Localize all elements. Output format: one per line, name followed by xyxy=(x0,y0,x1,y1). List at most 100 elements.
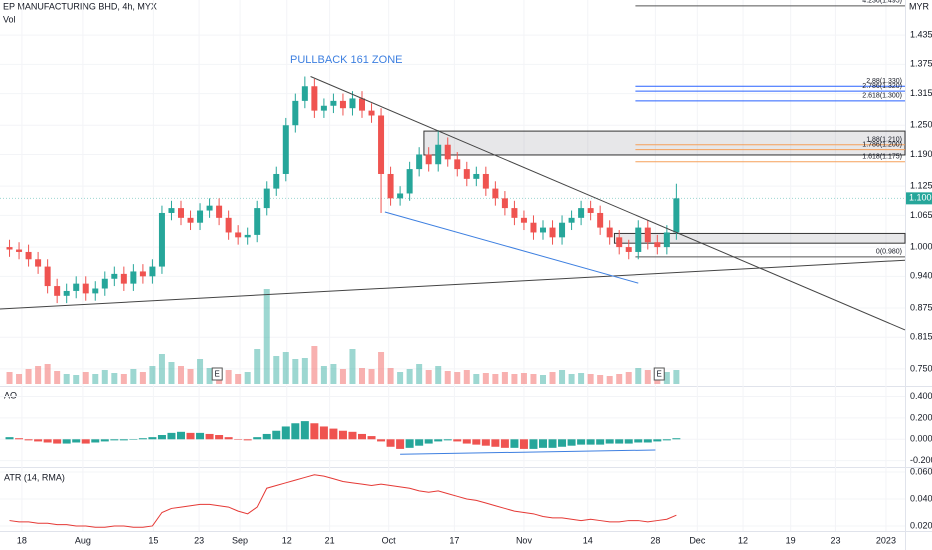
ao-bar xyxy=(481,439,490,446)
volume-bar xyxy=(187,369,194,384)
fib-label: 1.618(1.175) xyxy=(862,154,902,161)
volume-bar xyxy=(63,374,70,384)
ao-bar xyxy=(596,439,605,445)
candle-body xyxy=(387,173,394,199)
volume-bar xyxy=(549,372,556,384)
currency: MYR xyxy=(909,1,930,11)
ao-bar xyxy=(310,423,319,440)
ao-bar xyxy=(491,439,500,447)
candle-body xyxy=(578,208,585,218)
volume-bar xyxy=(6,372,13,384)
candle-body xyxy=(216,205,223,218)
volume-bar xyxy=(44,364,51,384)
candle-body xyxy=(501,198,508,209)
annotation: PULLBACK 161 ZONE xyxy=(290,54,403,66)
y-tick-label: 1.435 xyxy=(910,29,932,39)
candle-body xyxy=(168,208,175,213)
ao-bar xyxy=(634,439,643,443)
last-price-label: 1.100 xyxy=(909,193,932,203)
ao-title: AO xyxy=(4,390,17,400)
ao-bar xyxy=(672,438,681,440)
candle-body xyxy=(225,217,232,233)
ao-bar xyxy=(415,439,424,446)
volume-bar xyxy=(73,375,80,384)
volume-bar xyxy=(92,374,99,384)
ao-bar xyxy=(405,439,414,448)
volume-bar xyxy=(511,374,518,384)
candle-body xyxy=(463,169,470,179)
y-tick-label: 0.815 xyxy=(910,332,932,342)
candle-body xyxy=(320,105,327,111)
candle-body xyxy=(663,232,670,248)
candle-body xyxy=(111,273,118,279)
x-tick-label: 15 xyxy=(148,535,158,545)
ao-bar xyxy=(434,439,443,442)
y-tick-label: 1.190 xyxy=(910,149,932,159)
ao-bar xyxy=(510,439,519,448)
volume-bar xyxy=(501,372,508,384)
y-tick-label: 0.020 xyxy=(910,520,932,530)
ao-bar xyxy=(100,439,109,442)
event-marker xyxy=(653,367,665,381)
candle-body xyxy=(16,249,23,252)
candle-body xyxy=(139,271,146,277)
event-label: E xyxy=(657,370,662,379)
candle-body xyxy=(25,251,32,260)
ao-bar xyxy=(215,435,224,440)
volume-bar xyxy=(425,370,432,384)
volume-bar xyxy=(282,352,289,384)
candle-body xyxy=(197,210,204,223)
volume-bar xyxy=(54,371,61,384)
volume-bar xyxy=(120,374,127,384)
fib-label: 1.88(1.210) xyxy=(866,137,902,144)
event-label: E xyxy=(215,370,220,379)
candle-body xyxy=(263,188,270,209)
candle-body xyxy=(158,212,165,267)
volume-bar xyxy=(635,368,642,384)
x-tick-label: Sep xyxy=(232,535,248,545)
candle-body xyxy=(187,217,194,223)
ao-bar xyxy=(519,439,528,449)
volume-bar xyxy=(540,375,546,384)
ao-bar xyxy=(615,439,624,444)
trendline xyxy=(0,259,906,310)
ao-bar xyxy=(643,439,652,443)
candle-body xyxy=(368,110,375,116)
ao-bar xyxy=(386,439,395,447)
volume-bar xyxy=(111,373,118,384)
last-price-box xyxy=(906,192,932,205)
y-tick-label: 0.040 xyxy=(910,493,932,503)
candle-body xyxy=(292,100,299,126)
ao-bar xyxy=(43,439,52,443)
fib-label: 1.786(1.200) xyxy=(862,141,902,148)
fib-label: 2.88(1.330) xyxy=(866,78,902,85)
ao-bar xyxy=(329,428,338,440)
candle-body xyxy=(273,173,280,189)
y-tick-label: 0.200 xyxy=(910,412,932,422)
candle-body xyxy=(549,227,556,238)
ao-bar xyxy=(157,435,166,440)
ao-bar xyxy=(443,439,452,441)
candle-body xyxy=(473,173,480,179)
volume-bar xyxy=(292,359,299,384)
volume-bar xyxy=(616,374,623,384)
volume-bar xyxy=(473,374,480,384)
y-tick-label: 0.940 xyxy=(910,271,932,281)
y-tick-label: 0.400 xyxy=(910,391,932,401)
ao-bar xyxy=(224,437,233,440)
volume-bar xyxy=(378,352,385,384)
volume-bar xyxy=(244,372,251,384)
candle-body xyxy=(482,173,489,189)
ao-bar xyxy=(586,439,595,445)
candle-body xyxy=(235,232,242,238)
candle-body xyxy=(511,208,518,218)
volume-bar xyxy=(301,358,308,384)
y-tick-label: 1.315 xyxy=(910,88,932,98)
candle-body xyxy=(254,208,261,235)
ao-bar xyxy=(319,426,328,440)
ao-bar xyxy=(424,439,433,444)
volume-bar xyxy=(587,374,594,384)
zone xyxy=(423,130,906,156)
volume-bar xyxy=(330,364,337,384)
fib-label: 0(0.980) xyxy=(876,249,902,256)
